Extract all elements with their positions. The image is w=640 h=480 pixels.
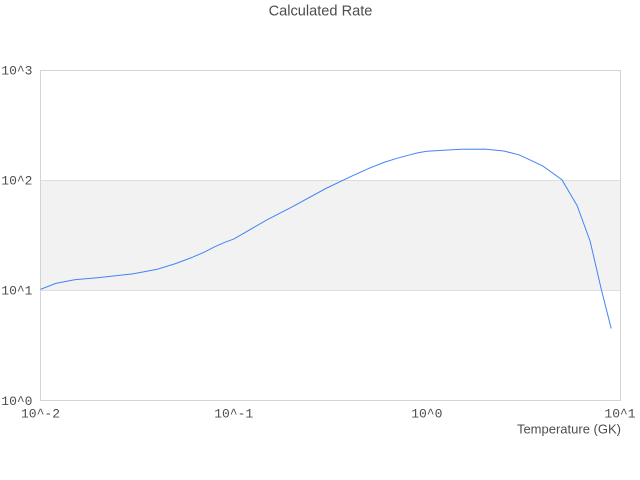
svg-text:10^1: 10^1 xyxy=(604,406,635,421)
svg-text:Temperature (GK): Temperature (GK) xyxy=(517,422,621,437)
svg-text:10^-1: 10^-1 xyxy=(214,406,253,421)
svg-text:10^2: 10^2 xyxy=(1,174,32,189)
svg-text:Calculated Rate: Calculated Rate xyxy=(269,4,373,20)
svg-text:10^3: 10^3 xyxy=(1,63,32,78)
svg-text:10^0: 10^0 xyxy=(1,394,32,409)
svg-text:10^0: 10^0 xyxy=(411,406,442,421)
svg-text:10^-2: 10^-2 xyxy=(21,406,60,421)
svg-text:10^1: 10^1 xyxy=(1,284,32,299)
